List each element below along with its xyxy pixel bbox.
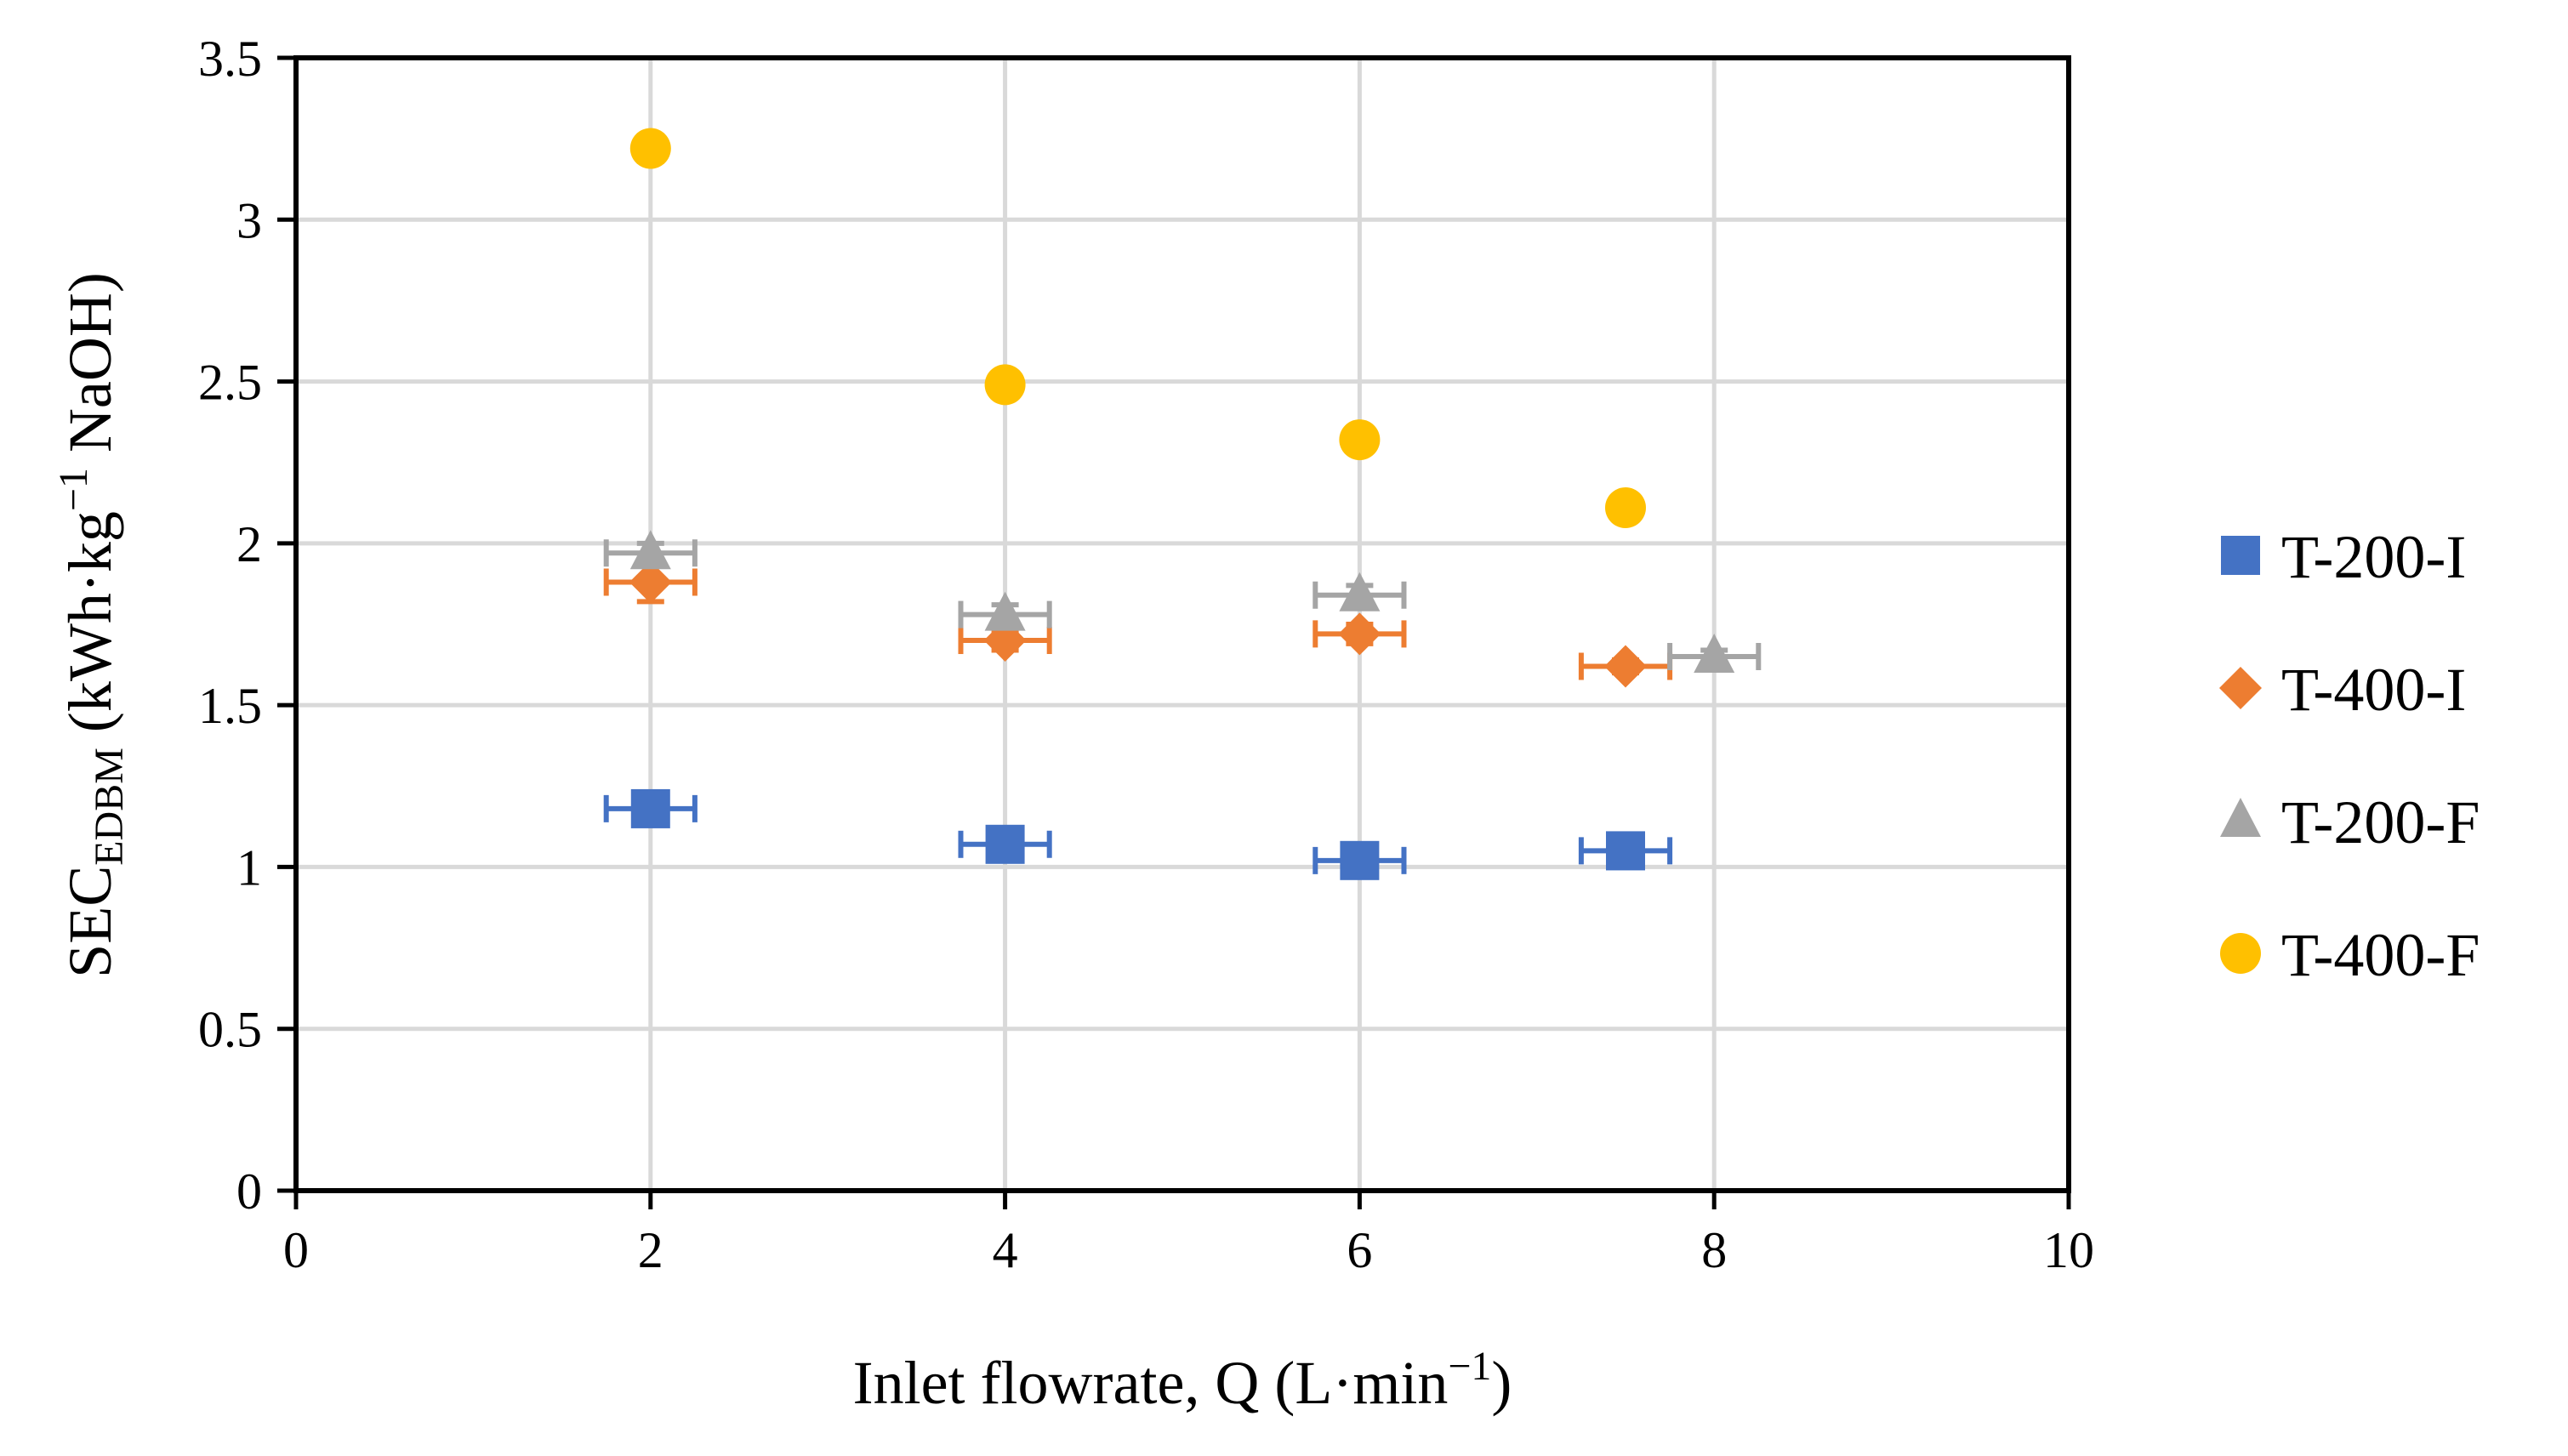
tick-labels: 0 2 4 6 8 10 0 0.5 1 1.5 2 2.5 3 3.5 <box>198 31 2094 1278</box>
x-axis-label: Inlet flowrate, Q (L·min−1) <box>853 1344 1512 1417</box>
legend-label: T-200-F <box>2281 788 2480 856</box>
data-point <box>629 560 672 604</box>
y-tick-label: 2.5 <box>198 355 262 411</box>
data-point <box>630 788 670 828</box>
x-tick-label: 10 <box>2043 1222 2094 1278</box>
y-tick-label: 3.5 <box>198 31 262 87</box>
plot-frame <box>293 55 2071 1193</box>
x-tick-label: 2 <box>638 1222 663 1278</box>
legend-label: T-400-I <box>2281 656 2466 724</box>
data-point <box>629 530 671 570</box>
data-point <box>1340 840 1380 880</box>
data-marks <box>603 128 1762 880</box>
series-t-400-i <box>603 560 1673 688</box>
data-point <box>1604 645 1647 688</box>
data-point <box>1694 634 1735 674</box>
data-point <box>1338 612 1381 656</box>
data-point <box>1605 486 1646 528</box>
legend-item-t-400-i: T-400-I <box>2219 656 2466 724</box>
legend-marker <box>2219 667 2262 709</box>
legend-label: T-400-F <box>2281 921 2480 989</box>
legend-marker <box>2220 798 2261 837</box>
series-t-200-i <box>603 788 1673 880</box>
data-point <box>984 364 1026 406</box>
series-t-200-f <box>603 530 1762 674</box>
y-tick-label: 0.5 <box>198 1002 262 1058</box>
y-axis-label: SECEDBM (kWh·kg−1 NaOH) <box>51 272 132 978</box>
data-point <box>629 128 671 169</box>
y-tick-label: 1 <box>236 839 262 896</box>
series-t-400-f <box>629 128 1646 528</box>
x-tick-label: 6 <box>1347 1222 1372 1278</box>
legend-label: T-200-I <box>2281 523 2466 591</box>
data-point <box>1339 419 1381 461</box>
legend-item-t-200-f: T-200-F <box>2220 788 2480 856</box>
y-tick-label: 0 <box>236 1163 262 1220</box>
legend: T-200-I T-400-I T-200-F T-400-F <box>2219 523 2480 989</box>
grid-lines <box>296 58 2069 1191</box>
legend-item-t-200-i: T-200-I <box>2221 523 2466 591</box>
x-tick-label: 8 <box>1701 1222 1727 1278</box>
data-point <box>1339 572 1381 611</box>
legend-marker <box>2220 933 2261 974</box>
data-point <box>985 824 1025 864</box>
y-tick-label: 2 <box>236 516 262 572</box>
data-point <box>1606 831 1645 871</box>
plot-area <box>277 55 2071 1209</box>
y-tick-label: 3 <box>236 192 262 248</box>
legend-marker <box>2221 536 2260 575</box>
legend-item-t-400-f: T-400-F <box>2220 921 2480 989</box>
data-point <box>984 591 1026 631</box>
x-tick-label: 0 <box>283 1222 309 1278</box>
x-tick-label: 4 <box>993 1222 1018 1278</box>
y-tick-label: 1.5 <box>198 678 262 734</box>
